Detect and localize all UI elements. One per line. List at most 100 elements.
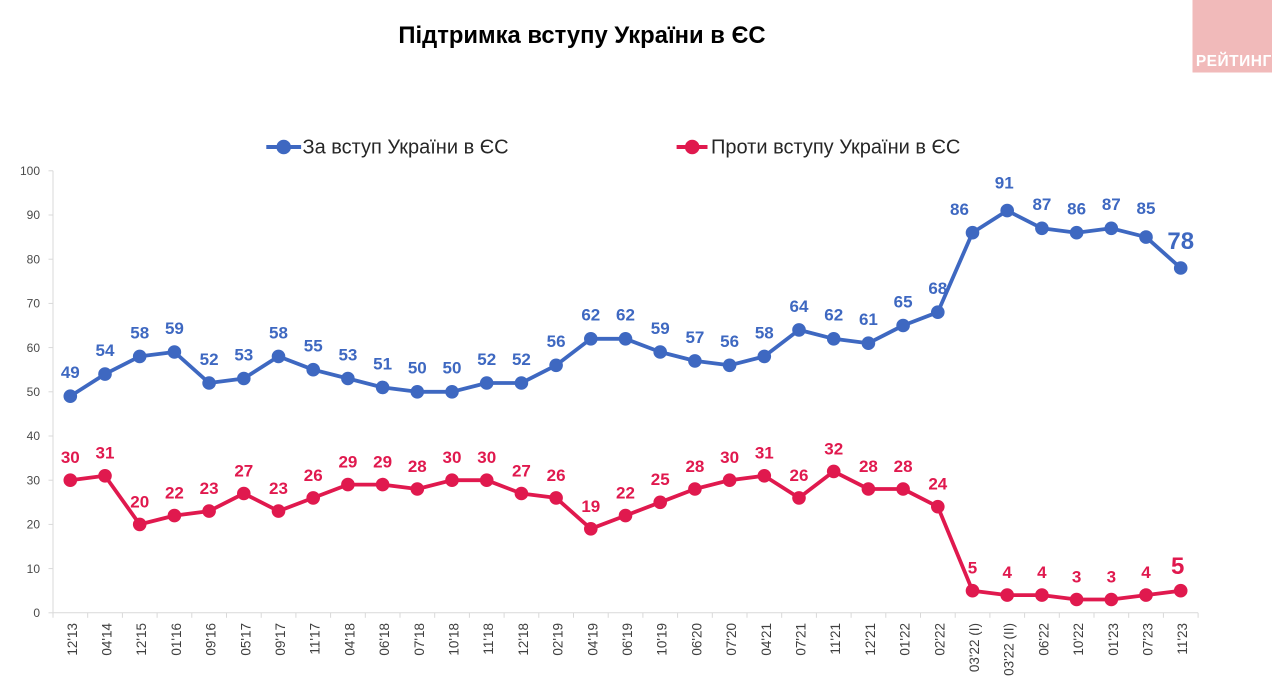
- svg-text:0: 0: [33, 606, 40, 620]
- svg-text:09'17: 09'17: [273, 623, 288, 656]
- svg-text:20: 20: [130, 492, 149, 511]
- svg-text:02'19: 02'19: [551, 623, 566, 656]
- svg-text:56: 56: [547, 332, 566, 351]
- svg-text:07'21: 07'21: [794, 623, 809, 656]
- svg-text:25: 25: [651, 470, 670, 489]
- svg-text:09'16: 09'16: [204, 623, 219, 656]
- svg-text:04'21: 04'21: [759, 623, 774, 656]
- svg-text:3: 3: [1072, 568, 1081, 587]
- svg-text:86: 86: [1067, 200, 1086, 219]
- svg-text:12'18: 12'18: [516, 623, 531, 656]
- svg-text:58: 58: [755, 323, 774, 342]
- svg-text:10: 10: [27, 562, 41, 576]
- svg-text:Підтримка вступу України в ЄС: Підтримка вступу України в ЄС: [398, 22, 765, 49]
- svg-text:62: 62: [824, 306, 843, 325]
- svg-text:26: 26: [547, 466, 566, 485]
- svg-text:100: 100: [20, 164, 40, 178]
- svg-text:02'22: 02'22: [932, 623, 947, 656]
- svg-text:06'19: 06'19: [620, 623, 635, 656]
- svg-text:64: 64: [790, 297, 809, 316]
- svg-text:10'18: 10'18: [447, 623, 462, 656]
- svg-text:28: 28: [685, 457, 704, 476]
- svg-text:59: 59: [165, 319, 184, 338]
- svg-text:07'23: 07'23: [1141, 623, 1156, 656]
- svg-text:12'13: 12'13: [65, 623, 80, 656]
- svg-text:5: 5: [968, 559, 977, 578]
- svg-text:65: 65: [894, 292, 913, 311]
- svg-text:80: 80: [27, 252, 41, 266]
- svg-text:06'22: 06'22: [1036, 623, 1051, 656]
- svg-text:4: 4: [1141, 563, 1151, 582]
- svg-text:59: 59: [651, 319, 670, 338]
- svg-text:24: 24: [928, 475, 947, 494]
- svg-text:10'19: 10'19: [655, 623, 670, 656]
- svg-text:4: 4: [1002, 563, 1012, 582]
- svg-text:27: 27: [234, 461, 253, 480]
- svg-text:19: 19: [581, 497, 600, 516]
- svg-text:31: 31: [755, 444, 774, 463]
- svg-text:30: 30: [443, 448, 462, 467]
- svg-text:68: 68: [928, 279, 947, 298]
- svg-text:28: 28: [894, 457, 913, 476]
- svg-text:62: 62: [616, 306, 635, 325]
- svg-text:12'21: 12'21: [863, 623, 878, 656]
- svg-text:10'22: 10'22: [1071, 623, 1086, 656]
- svg-text:29: 29: [373, 453, 392, 472]
- svg-text:53: 53: [338, 346, 357, 365]
- svg-text:61: 61: [859, 310, 878, 329]
- svg-text:23: 23: [269, 479, 288, 498]
- svg-text:04'14: 04'14: [100, 623, 115, 656]
- svg-text:Проти вступу України в ЄС: Проти вступу України в ЄС: [711, 137, 960, 159]
- svg-text:11'18: 11'18: [481, 623, 496, 655]
- svg-text:30: 30: [720, 448, 739, 467]
- svg-text:50: 50: [27, 385, 41, 399]
- svg-text:78: 78: [1167, 228, 1194, 255]
- svg-text:52: 52: [512, 350, 531, 369]
- svg-text:62: 62: [581, 306, 600, 325]
- svg-text:53: 53: [234, 346, 253, 365]
- svg-text:30: 30: [61, 448, 80, 467]
- svg-text:04'19: 04'19: [585, 623, 600, 656]
- svg-text:26: 26: [304, 466, 323, 485]
- svg-text:55: 55: [304, 337, 323, 356]
- svg-text:40: 40: [27, 429, 41, 443]
- svg-text:03'22 (I): 03'22 (I): [967, 623, 982, 672]
- svg-text:07'18: 07'18: [412, 623, 427, 656]
- svg-text:86: 86: [950, 200, 969, 219]
- svg-text:51: 51: [373, 354, 392, 373]
- svg-text:05'17: 05'17: [238, 623, 253, 656]
- svg-text:87: 87: [1032, 195, 1051, 214]
- svg-text:50: 50: [443, 359, 462, 378]
- svg-text:4: 4: [1037, 563, 1047, 582]
- svg-text:91: 91: [995, 174, 1014, 193]
- svg-text:03'22 (II): 03'22 (II): [1002, 623, 1017, 676]
- svg-text:50: 50: [408, 359, 427, 378]
- svg-text:60: 60: [27, 341, 41, 355]
- svg-text:52: 52: [200, 350, 219, 369]
- svg-text:3: 3: [1107, 568, 1116, 587]
- svg-text:32: 32: [824, 439, 843, 458]
- svg-text:56: 56: [720, 332, 739, 351]
- svg-text:29: 29: [338, 453, 357, 472]
- svg-text:01'22: 01'22: [898, 623, 913, 656]
- svg-text:30: 30: [27, 473, 41, 487]
- svg-text:52: 52: [477, 350, 496, 369]
- svg-text:31: 31: [96, 444, 115, 463]
- svg-text:11'17: 11'17: [308, 623, 323, 655]
- svg-text:11'23: 11'23: [1175, 623, 1190, 655]
- svg-text:23: 23: [200, 479, 219, 498]
- svg-text:57: 57: [685, 328, 704, 347]
- svg-text:54: 54: [96, 341, 115, 360]
- svg-text:49: 49: [61, 363, 80, 382]
- svg-text:20: 20: [27, 518, 41, 532]
- svg-text:58: 58: [130, 323, 149, 342]
- svg-text:РЕЙТИНГ: РЕЙТИНГ: [1196, 52, 1272, 70]
- svg-text:06'18: 06'18: [377, 623, 392, 656]
- svg-text:12'15: 12'15: [134, 623, 149, 656]
- svg-text:85: 85: [1137, 199, 1156, 218]
- svg-text:90: 90: [27, 208, 41, 222]
- svg-text:28: 28: [408, 457, 427, 476]
- svg-text:70: 70: [27, 297, 41, 311]
- svg-text:87: 87: [1102, 195, 1121, 214]
- svg-text:27: 27: [512, 461, 531, 480]
